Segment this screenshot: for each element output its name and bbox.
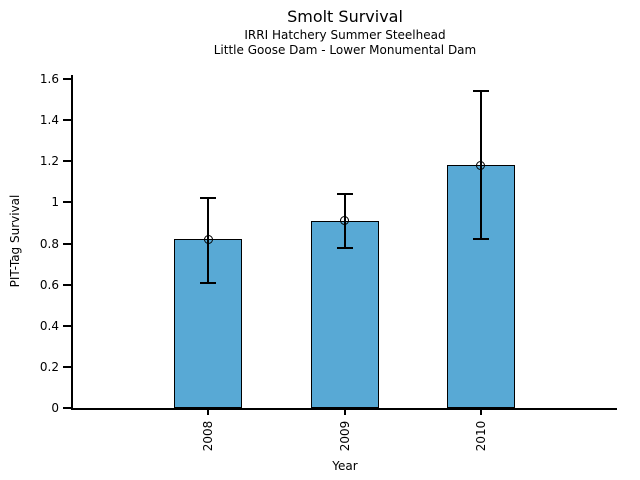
y-tick-label: 0.2 — [39, 359, 59, 374]
y-tick-mark — [63, 119, 71, 122]
error-bar-cap-bottom — [472, 238, 489, 241]
y-axis-spine — [71, 75, 73, 410]
y-tick-mark — [63, 201, 71, 204]
error-bar-cap-top — [472, 90, 489, 93]
error-bar-cap-bottom — [200, 281, 217, 284]
y-tick-mark — [63, 283, 71, 286]
y-tick-label: 1.4 — [39, 113, 59, 128]
x-tick-label: 2009 — [337, 420, 352, 452]
point-marker — [203, 234, 213, 244]
bar — [310, 220, 379, 408]
y-tick-mark — [63, 160, 71, 163]
x-tick-mark — [207, 408, 210, 415]
y-tick-mark — [63, 78, 71, 80]
y-tick-label: 0.6 — [39, 277, 59, 292]
y-tick-mark — [63, 324, 71, 327]
y-tick-label: 0.8 — [39, 236, 59, 251]
y-tick-label: 1.6 — [39, 72, 59, 86]
x-tick-label: 2010 — [473, 420, 488, 452]
x-tick-label: 2008 — [201, 420, 216, 452]
chart-title: Smolt Survival — [287, 7, 403, 26]
error-bar-cap-bottom — [336, 246, 353, 249]
x-tick-mark — [479, 408, 482, 415]
y-tick-mark — [63, 407, 71, 409]
y-tick-label: 1 — [51, 195, 59, 210]
y-tick-label: 0 — [51, 401, 59, 415]
point-marker — [476, 160, 486, 170]
chart-subtitle-1: IRRI Hatchery Summer Steelhead — [244, 28, 446, 42]
point-marker — [340, 216, 349, 226]
y-tick-mark — [63, 242, 71, 245]
y-tick-mark — [63, 365, 71, 368]
x-tick-mark — [343, 408, 346, 415]
error-bar-cap-top — [336, 193, 353, 196]
chart-subtitle-2: Little Goose Dam - Lower Monumental Dam — [213, 43, 477, 57]
x-axis-label: Year — [332, 459, 358, 473]
y-tick-label: 0.4 — [39, 318, 59, 333]
y-tick-label: 1.2 — [39, 154, 59, 169]
error-bar-cap-top — [200, 197, 217, 200]
